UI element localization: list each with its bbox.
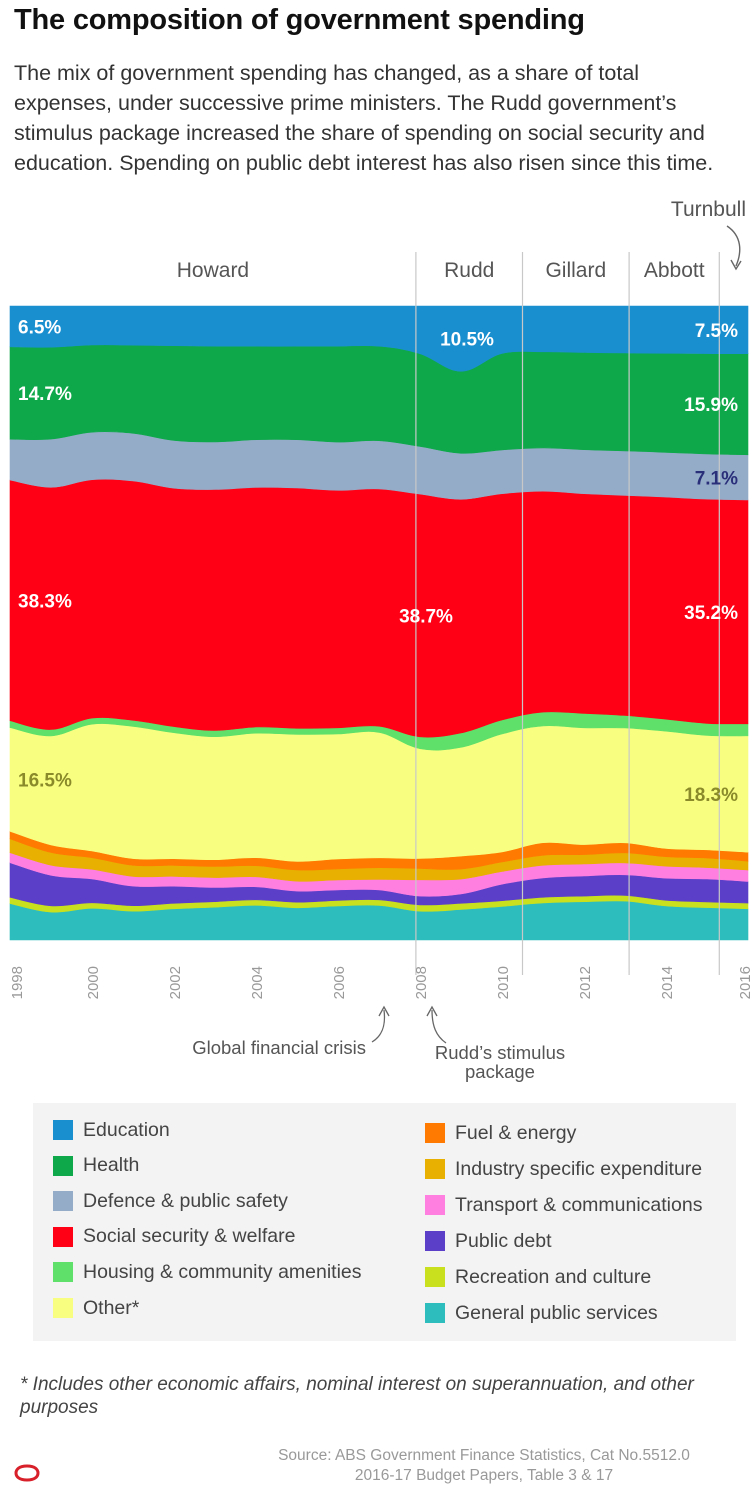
legend-swatch	[425, 1123, 445, 1143]
chart-title: The composition of government spending	[14, 4, 585, 36]
annotations: Global financial crisis Rudd’s stimulus pa…	[192, 1005, 565, 1082]
legend-label: Defence & public safety	[83, 1189, 288, 1212]
annotation-rudds-stimulus-package: Rudd’s stimulus package	[435, 1042, 565, 1082]
legend-swatch	[425, 1267, 445, 1287]
source-line-1: Source: ABS Government Finance Statistic…	[278, 1447, 690, 1464]
legend-item-recreation-and-culture: Recreation and culture	[425, 1264, 651, 1290]
legend-swatch	[53, 1120, 73, 1140]
legend-item-public-debt: Public debt	[425, 1228, 551, 1254]
area-education	[9, 305, 749, 372]
legend-label: Education	[83, 1118, 170, 1141]
turnbull-arrowhead-icon	[730, 259, 742, 271]
stacked-area-chart: Howard Rudd Gillard Abbott Turnbull 6.5% 10.5…	[9, 198, 754, 1082]
value-label-social-security-welfare: 38.3%	[18, 591, 72, 612]
legend-item-industry-specific-expenditure: Industry specific expenditure	[425, 1156, 702, 1182]
legend-label: Fuel & energy	[455, 1121, 577, 1144]
chart-subtitle: The mix of government spending has chang…	[14, 61, 714, 175]
era-label-rudd: Rudd	[444, 259, 494, 282]
x-tick-label: 2000	[85, 966, 102, 999]
legend-item-transport-communications: Transport & communications	[425, 1192, 702, 1218]
legend-swatch	[53, 1226, 73, 1247]
annotation-global-financial-crisis: Global financial crisis	[192, 1037, 366, 1058]
value-label-education: 10.5%	[440, 330, 494, 351]
legend-label: Recreation and culture	[455, 1265, 652, 1288]
turnbull-arrow-icon	[726, 225, 741, 267]
value-label-defence-public-safety: 7.1%	[695, 468, 738, 489]
legend-label: Other*	[83, 1296, 140, 1319]
value-label-other: 16.5%	[18, 770, 72, 791]
x-axis-tick-labels: 1998 2000 2002 2004 2006 2008 2010 2012 2014 2016	[9, 966, 754, 999]
era-label-gillard: Gillard	[545, 259, 606, 282]
stimulus-arrowhead-icon	[426, 1005, 438, 1017]
legend-swatch	[425, 1303, 445, 1323]
legend-swatch	[425, 1195, 445, 1215]
x-tick-label: 2014	[659, 966, 676, 999]
legend-label: Public debt	[455, 1229, 552, 1252]
legend-swatch	[53, 1155, 73, 1176]
value-label-social-security-welfare: 38.7%	[399, 606, 453, 627]
legend-swatch	[53, 1298, 73, 1318]
x-tick-label: 2002	[167, 966, 184, 999]
value-labels: 6.5% 10.5% 7.5% 14.7% 15.9% 7.1% 38.3% 38.7% 35.…	[18, 317, 738, 806]
era-label-turnbull: Turnbull	[671, 198, 746, 221]
legend-swatch	[425, 1231, 445, 1251]
x-tick-label: 2016	[737, 966, 754, 999]
value-label-education: 6.5%	[18, 317, 61, 338]
conversation-logo-icon	[14, 1464, 40, 1482]
gfc-arrow-icon	[371, 1009, 386, 1043]
legend-item-fuel-energy: Fuel & energy	[425, 1120, 576, 1146]
x-tick-label: 1998	[9, 966, 26, 999]
legend-swatch	[425, 1159, 445, 1179]
value-label-health: 15.9%	[684, 395, 738, 416]
legend-item-general-public-services: General public services	[425, 1300, 658, 1326]
legend-item-defence-public-safety: Defence & public safety	[53, 1188, 288, 1214]
x-tick-label: 2010	[495, 966, 512, 999]
x-tick-label: 2012	[577, 966, 594, 999]
legend-label: Health	[83, 1154, 140, 1177]
x-tick-label: 2006	[331, 966, 348, 999]
legend-swatch	[53, 1262, 73, 1283]
legend-item-health: Health	[53, 1153, 139, 1179]
legend-label: Transport & communications	[455, 1193, 703, 1216]
legend-item-housing-community-amenities: Housing & community amenities	[53, 1259, 362, 1285]
legend-item-education: Education	[53, 1117, 170, 1143]
legend-label: Industry specific expenditure	[455, 1157, 703, 1180]
value-label-health: 14.7%	[18, 384, 72, 405]
legend-label: Social security & welfare	[83, 1225, 296, 1248]
footnote: * Includes other economic affairs, nomin…	[20, 1374, 694, 1418]
area-social-security-welfare	[9, 478, 749, 738]
x-tick-label: 2008	[413, 966, 430, 999]
era-label-howard: Howard	[177, 259, 249, 282]
area-other	[9, 723, 749, 862]
legend-item-other: Other*	[53, 1295, 139, 1321]
value-label-education: 7.5%	[695, 321, 738, 342]
source-note: Source: ABS Government Finance Statistic…	[224, 1446, 744, 1486]
value-label-other: 18.3%	[684, 785, 738, 806]
legend-label: Housing & community amenities	[83, 1260, 362, 1283]
stimulus-arrow-icon	[431, 1009, 447, 1044]
era-divider-lines	[415, 252, 720, 975]
x-tick-label: 2004	[249, 966, 266, 999]
era-labels: Howard Rudd Gillard Abbott Turnbull	[177, 198, 746, 282]
area-layers	[9, 305, 749, 941]
value-label-social-security-welfare: 35.2%	[684, 603, 738, 624]
legend-item-social-security-welfare: Social security & welfare	[53, 1224, 295, 1250]
legend-swatch	[53, 1191, 73, 1212]
gfc-arrowhead-icon	[378, 1005, 390, 1017]
source-line-2: 2016-17 Budget Papers, Table 3 & 17	[354, 1467, 614, 1484]
legend-label: General public services	[455, 1301, 658, 1324]
legend: Education Health Defence & public safety So…	[33, 1103, 736, 1341]
era-label-abbott: Abbott	[644, 259, 705, 282]
